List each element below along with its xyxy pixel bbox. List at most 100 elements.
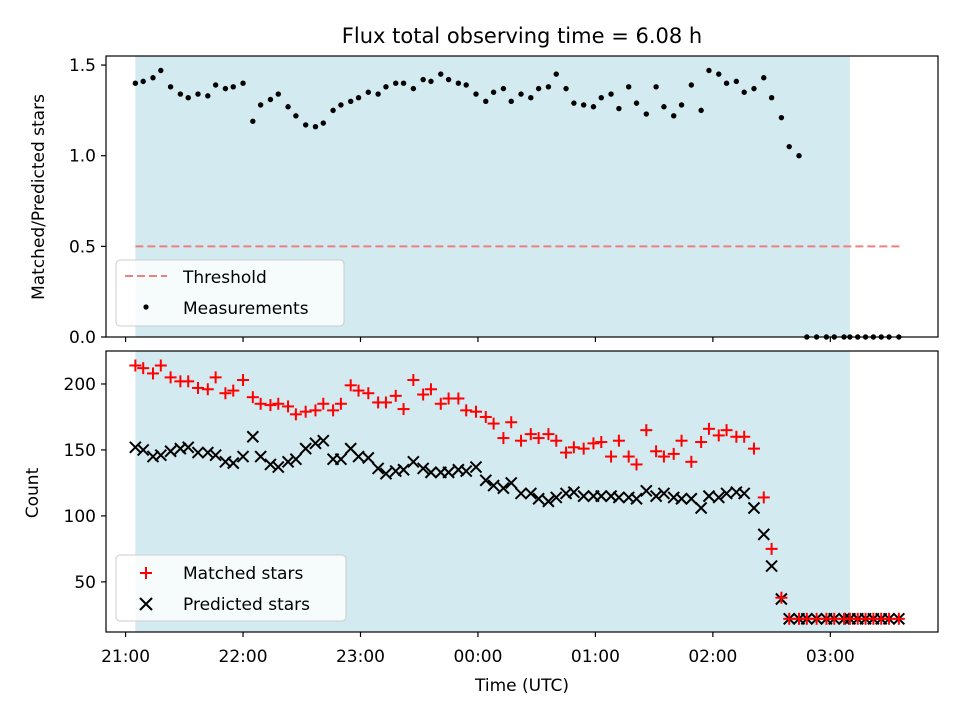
measurement-point — [267, 96, 274, 103]
measurement-point — [535, 85, 542, 92]
matched-star-point — [542, 428, 555, 441]
measurement-point — [508, 98, 514, 105]
predicted-star-point — [352, 450, 365, 463]
bottom-y-tick-label: 150 — [64, 441, 96, 461]
x-tick-label: 00:00 — [453, 647, 502, 667]
x-tick-label: 01:00 — [571, 647, 620, 667]
measurement-point — [653, 84, 659, 90]
measurement-point — [375, 91, 381, 97]
x-tick-label: 02:00 — [688, 647, 737, 667]
matched-star-point — [299, 405, 312, 418]
matched-star-point — [227, 384, 240, 397]
matched-star-point — [129, 359, 142, 372]
predicted-star-point — [685, 492, 698, 505]
matched-star-point — [505, 416, 518, 429]
top-x-ticks — [124, 337, 831, 342]
matched-star-point — [389, 389, 402, 402]
measurement-point — [706, 67, 712, 74]
measurement-point — [212, 82, 219, 88]
matched-star-point — [264, 399, 277, 412]
measurement-point — [678, 102, 685, 108]
measurement-point — [643, 111, 650, 117]
x-axis-label: Time (UTC) — [474, 676, 569, 696]
measurement-point — [598, 94, 604, 101]
matched-star-point — [397, 403, 410, 416]
top-y-tick-label: 1.5 — [69, 56, 96, 76]
top-y-tick-label: 0.0 — [69, 328, 96, 348]
bottom-y-axis-label: Count — [23, 467, 43, 518]
matched-star-point — [164, 371, 177, 384]
predicted-star-point — [154, 449, 168, 462]
measurement-point — [302, 122, 309, 128]
predicted-star-point — [209, 449, 222, 462]
predicted-star-point — [201, 446, 215, 459]
bottom-panel: 50 100 150 200 21:00 22:00 23:00 00:00 01:00 02:… — [23, 350, 939, 696]
top-panel: 0.0 0.5 1.0 1.5 Matched/Predicted stars Thr… — [29, 55, 939, 348]
matched-star-point — [738, 430, 751, 443]
measurement-point — [518, 91, 524, 97]
measurement-point — [545, 84, 552, 90]
matched-star-point — [362, 387, 375, 400]
matched-star-point — [675, 434, 688, 447]
top-legend: Threshold Measurements — [115, 259, 345, 327]
measurement-point — [661, 104, 667, 110]
predicted-star-point — [442, 466, 455, 479]
measurement-point — [293, 113, 299, 119]
measurement-point — [733, 78, 740, 85]
matched-star-point — [612, 434, 625, 447]
measurement-point — [625, 84, 632, 90]
measurement-point — [590, 104, 597, 110]
matched-star-point — [469, 405, 482, 418]
matched-star-point — [630, 458, 643, 471]
matched-star-point — [460, 404, 473, 417]
measurement-point — [571, 100, 577, 106]
predicted-star-point — [694, 501, 708, 515]
measurement-point — [312, 124, 319, 130]
measurement-point — [796, 153, 802, 159]
measurement-point — [723, 80, 730, 86]
chart-title: Flux total observing time = 6.08 h — [342, 24, 702, 48]
matched-star-point — [309, 404, 322, 417]
matched-star-point — [479, 410, 492, 423]
measurement-point — [473, 91, 479, 97]
matched-star-point — [577, 442, 590, 455]
bottom-data-layer — [129, 359, 906, 626]
matched-star-point — [524, 428, 537, 441]
matched-legend-swatch — [140, 567, 152, 579]
predicted-legend-label: Predicted stars — [183, 595, 310, 615]
predicted-star-point — [317, 434, 330, 447]
measurement-point — [633, 100, 640, 106]
measurement-point — [365, 89, 372, 95]
matched-star-point — [219, 387, 232, 400]
measurement-point — [177, 91, 184, 97]
measurement-point — [428, 78, 434, 85]
measurement-point — [455, 80, 462, 86]
matched-star-point — [595, 436, 608, 449]
predicted-star-point — [246, 430, 260, 443]
measurement-point — [553, 71, 559, 77]
measurement-point — [195, 91, 201, 97]
predicted-star-point — [236, 450, 250, 463]
matched-star-point — [417, 388, 430, 401]
measurement-point — [185, 94, 191, 101]
predicted-star-point — [757, 528, 770, 541]
measurement-point — [751, 85, 757, 92]
matched-star-point — [434, 397, 447, 410]
matched-star-point — [237, 374, 250, 387]
bottom-y-tick-label: 100 — [64, 507, 96, 527]
bottom-axes-frame — [105, 350, 939, 633]
predicted-star-point — [675, 492, 688, 505]
measurement-point — [761, 75, 767, 81]
matched-star-point — [695, 436, 708, 449]
measurements-legend-swatch — [143, 304, 149, 310]
matched-star-point — [137, 362, 150, 375]
predicted-star-point — [362, 451, 375, 465]
matched-star-point — [747, 442, 760, 455]
measurement-point — [150, 75, 156, 81]
measurement-point — [320, 120, 326, 126]
measurement-point — [608, 91, 614, 97]
matched-star-point — [334, 397, 347, 410]
measurement-point — [348, 98, 354, 105]
measurement-point — [383, 84, 389, 90]
matched-star-point — [667, 447, 680, 460]
